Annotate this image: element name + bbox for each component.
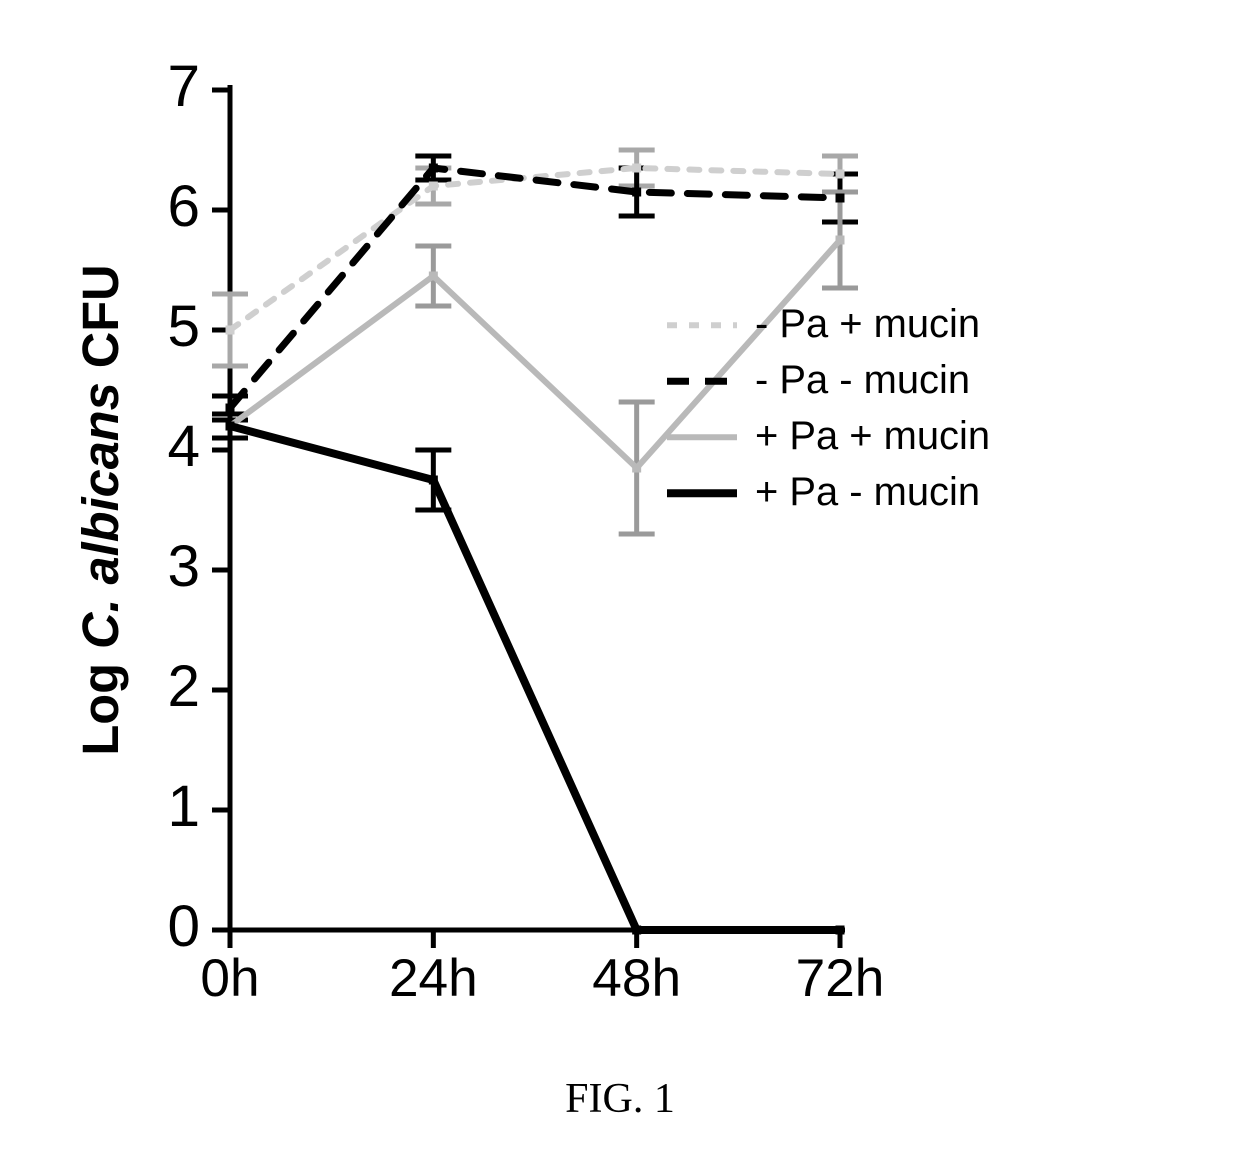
series-marker	[429, 476, 438, 485]
series-marker	[429, 182, 438, 191]
series-marker	[429, 164, 438, 173]
y-tick-label: 0	[167, 894, 200, 959]
legend-label: - Pa - mucin	[755, 358, 970, 402]
y-tick-label: 5	[167, 294, 200, 359]
series-marker	[226, 422, 235, 431]
chart-bg	[80, 50, 1160, 1030]
y-tick-label: 4	[167, 414, 200, 479]
y-axis-title: Log C. albicans CFU	[80, 264, 129, 755]
legend-label: + Pa + mucin	[755, 414, 990, 458]
figure-caption: FIG. 1	[0, 1075, 1240, 1123]
series-marker	[632, 464, 641, 473]
series-marker	[836, 170, 845, 179]
y-tick-label: 3	[167, 534, 200, 599]
y-tick-label: 1	[167, 774, 200, 839]
y-tick-label: 6	[167, 174, 200, 239]
svg-text:Log C. albicans CFU: Log C. albicans CFU	[80, 264, 129, 755]
series-marker	[632, 188, 641, 197]
legend-label: - Pa + mucin	[755, 302, 980, 346]
y-tick-label: 2	[167, 654, 200, 719]
x-tick-label: 0h	[200, 949, 259, 1008]
series-marker	[836, 926, 845, 935]
series-marker	[836, 194, 845, 203]
series-marker	[632, 926, 641, 935]
legend-label: + Pa - mucin	[755, 470, 980, 514]
series-marker	[632, 164, 641, 173]
chart-container: 0 1 2 3 4 5 6 7 0h 24h 48h 72h Log C. albicans CFU - …	[80, 50, 1160, 1030]
x-tick-label: 72h	[796, 949, 885, 1008]
line-chart: 0 1 2 3 4 5 6 7 0h 24h 48h 72h Log C. albicans CFU - …	[80, 50, 1160, 1030]
series-marker	[429, 272, 438, 281]
series-marker	[836, 236, 845, 245]
x-tick-label: 24h	[389, 949, 478, 1008]
series-marker	[226, 404, 235, 413]
series-marker	[226, 326, 235, 335]
x-tick-label: 48h	[592, 949, 681, 1008]
y-tick-label: 7	[167, 54, 200, 119]
page-root: 0 1 2 3 4 5 6 7 0h 24h 48h 72h Log C. albicans CFU - …	[0, 0, 1240, 1169]
